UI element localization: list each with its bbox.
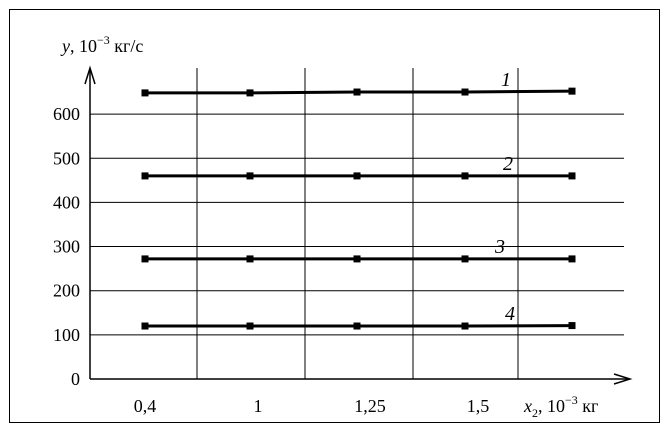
x-axis-label: x2, 10−3 кг bbox=[523, 393, 598, 420]
series-2: 2 bbox=[141, 153, 576, 180]
data-point bbox=[141, 322, 149, 330]
data-point bbox=[246, 89, 254, 97]
series-label: 4 bbox=[505, 303, 515, 325]
data-point bbox=[246, 322, 254, 330]
y-tick-label: 600 bbox=[53, 104, 80, 124]
series-label: 3 bbox=[494, 236, 505, 258]
series-label: 2 bbox=[503, 153, 513, 175]
data-point bbox=[353, 88, 361, 96]
data-point bbox=[461, 255, 469, 263]
y-tick-labels: 0 100 200 300 400 500 600 bbox=[53, 104, 80, 389]
x-tick-label: 1 bbox=[254, 396, 263, 416]
y-axis-label: y, 10−3 кг/с bbox=[60, 33, 143, 56]
data-point bbox=[568, 255, 576, 263]
series-lines: 1 2 3 4 bbox=[141, 69, 576, 330]
series-4: 4 bbox=[141, 303, 576, 330]
y-tick-label: 200 bbox=[53, 281, 80, 301]
series-1: 1 bbox=[141, 69, 576, 97]
data-point bbox=[141, 172, 149, 180]
chart-frame bbox=[9, 9, 660, 423]
data-point bbox=[246, 255, 254, 263]
y-tick-label: 400 bbox=[53, 192, 80, 212]
y-tick-label: 0 bbox=[71, 369, 80, 389]
series-3: 3 bbox=[141, 236, 576, 263]
x-tick-label: 0,4 bbox=[134, 396, 157, 416]
x-tick-label: 1,5 bbox=[467, 396, 490, 416]
data-point bbox=[461, 88, 469, 96]
y-tick-label: 100 bbox=[53, 325, 80, 345]
series-label: 1 bbox=[501, 69, 511, 91]
data-point bbox=[246, 172, 254, 180]
x-tick-label: 1,25 bbox=[354, 396, 386, 416]
x-tick-labels: 0,4 1 1,25 1,5 bbox=[134, 396, 490, 416]
data-point bbox=[353, 322, 361, 330]
y-tick-label: 300 bbox=[53, 237, 80, 257]
y-tick-label: 500 bbox=[53, 148, 80, 168]
data-point bbox=[461, 172, 469, 180]
data-point bbox=[461, 322, 469, 330]
data-point bbox=[568, 172, 576, 180]
data-point bbox=[568, 87, 576, 95]
data-point bbox=[353, 255, 361, 263]
y-axis-arrow bbox=[84, 65, 96, 85]
data-point bbox=[141, 89, 149, 97]
data-point bbox=[353, 172, 361, 180]
x-axis-arrow bbox=[613, 373, 633, 385]
data-point bbox=[568, 322, 576, 330]
data-point bbox=[141, 255, 149, 263]
axes bbox=[84, 65, 633, 385]
grid bbox=[90, 68, 624, 379]
